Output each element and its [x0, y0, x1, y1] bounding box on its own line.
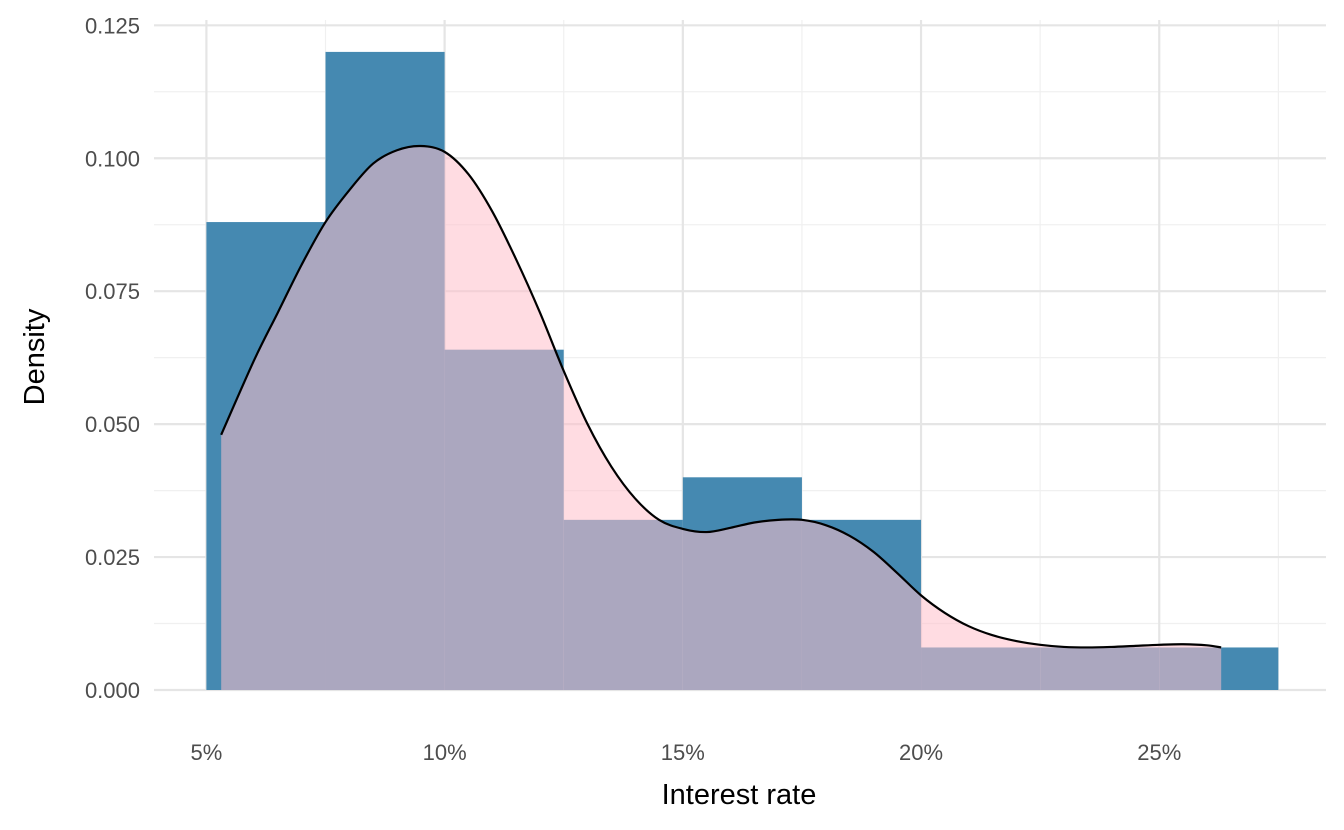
y-axis-title: Density [19, 308, 51, 405]
y-tick-label-2: 0.050 [85, 412, 140, 437]
y-tick-label-4: 0.100 [85, 146, 140, 171]
y-tick-label-1: 0.025 [85, 545, 140, 570]
x-tick-label-4: 25% [1137, 740, 1181, 765]
x-tick-label-2: 15% [661, 740, 705, 765]
y-tick-label-5: 0.125 [85, 13, 140, 38]
density-layer [220, 144, 1222, 690]
density-area [221, 145, 1222, 690]
y-tick-labels: 0.000 0.025 0.050 0.075 0.100 0.125 [85, 13, 140, 703]
density-curve [220, 144, 1222, 649]
x-tick-label-0: 5% [191, 740, 223, 765]
y-tick-label-0: 0.000 [85, 678, 140, 703]
x-tick-label-3: 20% [899, 740, 943, 765]
x-tick-labels: 5% 10% 15% 20% 25% [191, 740, 1182, 765]
x-tick-label-1: 10% [423, 740, 467, 765]
y-tick-label-3: 0.075 [85, 279, 140, 304]
x-axis-title: Interest rate [662, 779, 817, 811]
